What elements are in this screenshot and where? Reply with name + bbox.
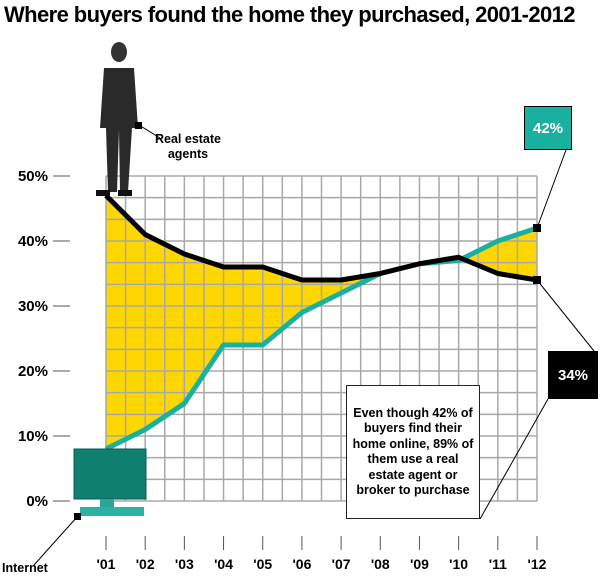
internet-series-line	[104, 225, 538, 452]
x-tick-label: '10	[449, 556, 468, 572]
x-tick-label: '04	[214, 556, 233, 572]
businessman-figure-icon	[100, 68, 138, 192]
annotation-leader	[479, 398, 549, 520]
businessman-shoe-icon	[118, 190, 132, 196]
x-tick-label: '06	[292, 556, 311, 572]
internet-callout-leader	[536, 149, 567, 229]
annotation-box: Even though 42% of buyers find their hom…	[346, 385, 480, 519]
x-tick-label: '01	[97, 556, 116, 572]
y-tick-label: 30%	[18, 298, 48, 315]
y-tick-label: 10%	[18, 428, 48, 445]
y-tick-label: 20%	[18, 363, 48, 380]
agents-marker	[135, 122, 142, 129]
agents-end-callout: 34%	[548, 351, 598, 399]
x-tick-label: '08	[371, 556, 390, 572]
y-tick-label: 40%	[18, 233, 48, 250]
x-tick-label: '05	[253, 556, 272, 572]
y-tick-label: 0%	[26, 493, 48, 510]
internet-series-label: Internet	[2, 561, 48, 575]
monitor-stand-icon	[100, 499, 114, 507]
agents-series-label: Real estate agents	[154, 132, 221, 161]
chart-title: Where buyers found the home they purchas…	[4, 2, 576, 27]
internet-marker	[74, 513, 81, 520]
x-tick-label: '11	[489, 556, 507, 572]
agents-label-leader	[138, 124, 161, 139]
x-tick-label: '12	[528, 556, 547, 572]
x-tick-label: '07	[332, 556, 351, 572]
x-tick-label: '03	[175, 556, 194, 572]
internet-label-leader	[33, 516, 78, 566]
agents-series-line	[104, 193, 538, 283]
agents-callout-leader	[536, 279, 595, 352]
annotation-text: Even though 42% of buyers find their hom…	[352, 405, 474, 498]
x-tick-label: '02	[136, 556, 155, 572]
y-tick-label: 50%	[18, 168, 48, 185]
fill-between-area	[106, 195, 537, 449]
keyboard-icon	[80, 507, 144, 516]
businessman-shoe-icon	[96, 190, 110, 196]
x-tick-label: '09	[410, 556, 429, 572]
internet-end-callout: 42%	[524, 106, 572, 150]
businessman-head-icon	[111, 42, 127, 62]
computer-monitor-icon	[73, 448, 147, 500]
